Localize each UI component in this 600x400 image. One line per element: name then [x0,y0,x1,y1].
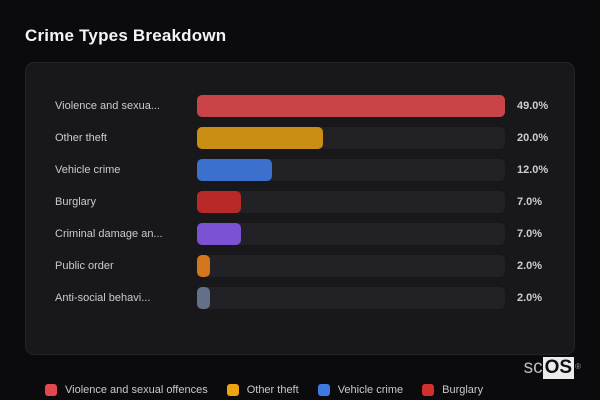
bar-49.0%[interactable] [197,95,505,117]
bar-row: Other theft 20.0% [26,122,574,154]
bar-row: Violence and sexua... 49.0% [26,90,574,122]
legend-item[interactable]: Violence and sexual offences [45,384,208,396]
scos-logo[interactable]: sc OS ® [523,356,581,380]
bar-value-label: 49.0% [517,100,549,112]
bar-category-label: Vehicle crime [55,164,121,176]
bar-track [197,191,505,213]
registered-mark: ® [575,362,581,371]
bar-track [197,255,505,277]
legend-item-label: Vehicle crime [337,384,404,396]
bar-category-label: Criminal damage an... [55,228,163,240]
bar-track [197,287,505,309]
bar-row: Criminal damage an... 7.0% [26,218,574,250]
legend-item-label: Other theft [246,384,299,396]
legend-swatch-icon [317,384,330,396]
chart-legend: Violence and sexual offences Other theft V… [45,384,483,396]
bar-track [197,127,505,149]
legend-swatch-icon [45,384,57,396]
bar-track [197,223,505,245]
bar-category-label: Anti-social behavi... [55,292,151,304]
legend-swatch-icon [226,384,239,396]
bar-20.0%[interactable] [197,127,323,149]
logo-text-os: OS [542,357,575,379]
logo-text-sc: sc [523,357,543,378]
legend-swatch-icon [422,384,435,396]
bar-12.0%[interactable] [197,159,273,181]
bar-track [197,159,505,181]
page-title: Crime Types Breakdown [25,26,227,45]
bar-2.0%[interactable] [197,287,210,309]
bar-category-label: Burglary [55,196,96,208]
bar-category-label: Other theft [55,132,107,144]
bar-value-label: 7.0% [517,228,543,240]
bar-row: Public order 2.0% [26,250,574,282]
bar-row: Anti-social behavi... 2.0% [26,282,574,314]
bar-value-label: 7.0% [517,196,543,208]
bar-7.0%[interactable] [197,223,241,245]
legend-item[interactable]: Other theft [226,384,299,396]
bar-row: Burglary 7.0% [26,186,574,218]
bar-value-label: 20.0% [517,132,549,144]
legend-item-label: Violence and sexual offences [65,384,208,396]
bar-chart: Violence and sexua... 49.0% Other theft 20.… [26,90,574,314]
chart-card: Violence and sexua... 49.0% Other theft 20.… [25,62,575,355]
bar-track [197,95,505,117]
bar-value-label: 2.0% [517,260,543,272]
bar-7.0%[interactable] [197,191,241,213]
bar-row: Vehicle crime 12.0% [26,154,574,186]
bar-value-label: 12.0% [517,164,549,176]
legend-item-label: Burglary [442,384,484,396]
bar-category-label: Public order [55,260,114,272]
bar-value-label: 2.0% [517,292,543,304]
legend-item[interactable]: Burglary [422,384,483,396]
bar-category-label: Violence and sexua... [55,100,160,112]
bar-2.0%[interactable] [197,255,210,277]
legend-item[interactable]: Vehicle crime [317,384,404,396]
